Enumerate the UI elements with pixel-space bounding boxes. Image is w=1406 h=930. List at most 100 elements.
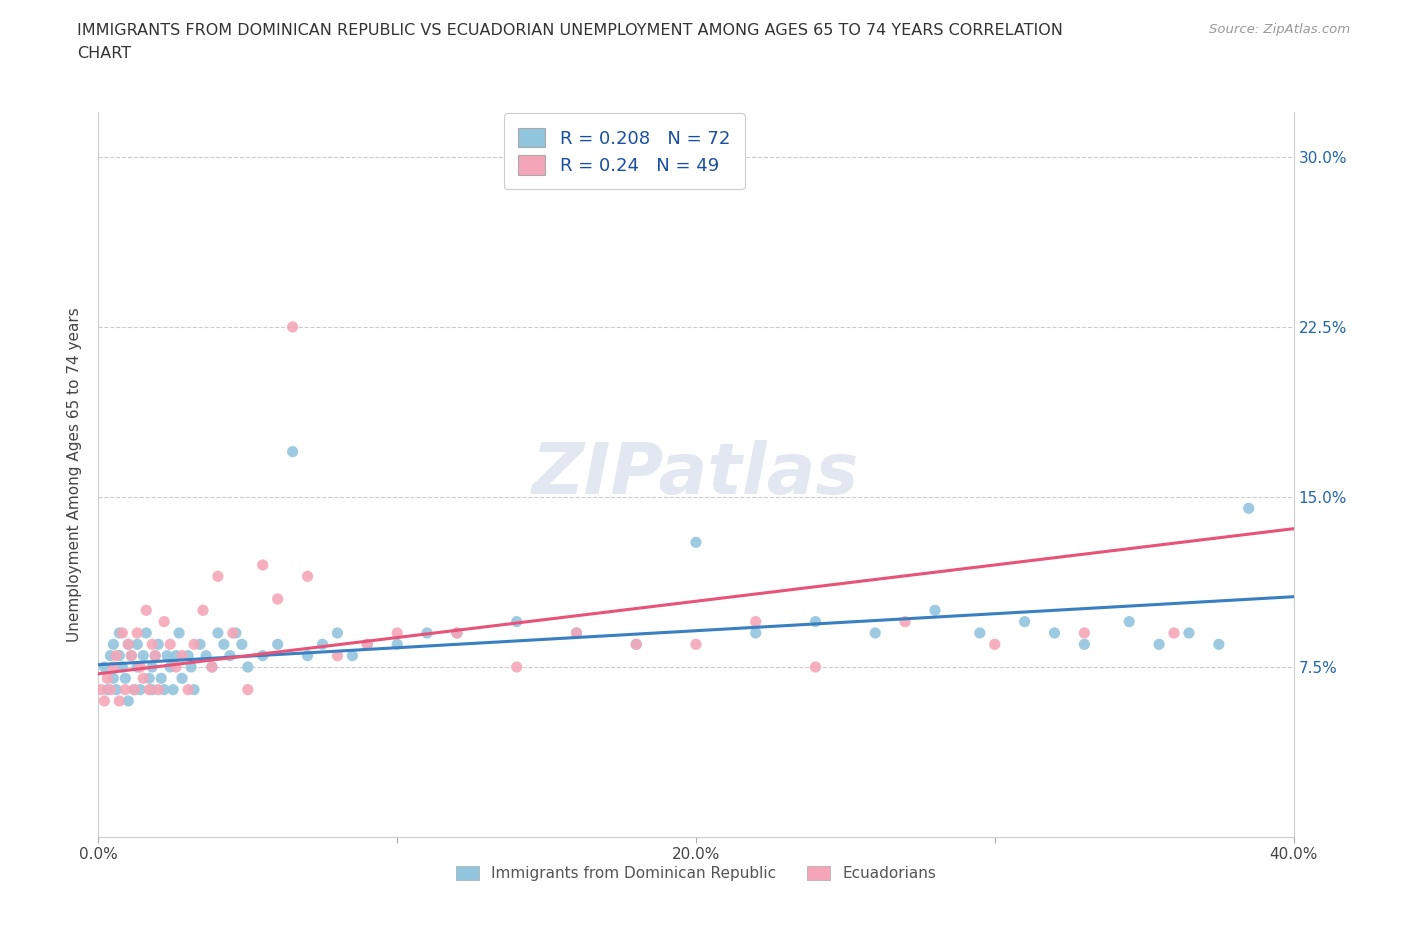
Point xyxy=(183,683,205,698)
Point xyxy=(159,659,181,674)
Point xyxy=(1147,637,1170,652)
Point xyxy=(98,648,122,663)
Point xyxy=(236,659,259,674)
Point xyxy=(1043,626,1066,641)
Y-axis label: Unemployment Among Ages 65 to 74 years: Unemployment Among Ages 65 to 74 years xyxy=(67,307,83,642)
Point xyxy=(141,637,163,652)
Point xyxy=(984,637,1007,652)
Point xyxy=(685,637,707,652)
Point xyxy=(153,614,176,629)
Point xyxy=(120,648,142,663)
Point xyxy=(114,671,136,685)
Point xyxy=(172,671,194,685)
Point xyxy=(281,445,304,459)
Point xyxy=(177,648,200,663)
Point xyxy=(103,671,125,685)
Point xyxy=(1178,626,1201,641)
Point xyxy=(127,659,149,674)
Point xyxy=(297,569,319,584)
Point xyxy=(117,637,139,652)
Point xyxy=(96,671,118,685)
Point xyxy=(745,614,768,629)
Point xyxy=(96,683,118,698)
Point xyxy=(108,694,131,709)
Point xyxy=(231,637,253,652)
Point xyxy=(120,648,142,663)
Point xyxy=(156,648,179,663)
Point xyxy=(356,637,378,652)
Point xyxy=(267,637,290,652)
Point xyxy=(252,558,274,573)
Point xyxy=(326,648,349,663)
Point xyxy=(138,683,160,698)
Point xyxy=(356,637,378,652)
Point xyxy=(565,626,588,641)
Point xyxy=(804,614,827,629)
Point xyxy=(127,637,149,652)
Point xyxy=(446,626,468,641)
Point xyxy=(105,648,128,663)
Point xyxy=(108,648,131,663)
Point xyxy=(117,637,139,652)
Point xyxy=(804,659,827,674)
Point xyxy=(167,626,190,641)
Point xyxy=(143,648,166,663)
Point xyxy=(153,683,176,698)
Point xyxy=(117,694,139,709)
Point xyxy=(129,659,152,674)
Point xyxy=(191,603,214,618)
Point xyxy=(195,648,218,663)
Point xyxy=(159,637,181,652)
Legend: Immigrants from Dominican Republic, Ecuadorians: Immigrants from Dominican Republic, Ecua… xyxy=(450,860,942,887)
Point xyxy=(267,591,290,606)
Point xyxy=(894,614,917,629)
Point xyxy=(124,683,146,698)
Point xyxy=(201,659,224,674)
Point xyxy=(342,648,364,663)
Point xyxy=(506,614,529,629)
Point xyxy=(172,648,194,663)
Point xyxy=(132,671,155,685)
Point xyxy=(745,626,768,641)
Point xyxy=(236,683,259,698)
Point xyxy=(207,569,229,584)
Point xyxy=(252,648,274,663)
Point xyxy=(297,648,319,663)
Point xyxy=(219,648,242,663)
Point xyxy=(148,637,170,652)
Text: Source: ZipAtlas.com: Source: ZipAtlas.com xyxy=(1209,23,1350,36)
Point xyxy=(180,659,202,674)
Point xyxy=(281,320,304,335)
Point xyxy=(222,626,245,641)
Point xyxy=(93,659,115,674)
Point xyxy=(177,683,200,698)
Point xyxy=(506,659,529,674)
Point xyxy=(1118,614,1140,629)
Point xyxy=(108,626,131,641)
Point xyxy=(124,683,146,698)
Point xyxy=(98,683,122,698)
Point xyxy=(207,626,229,641)
Point xyxy=(103,659,125,674)
Point xyxy=(1237,501,1260,516)
Point xyxy=(127,626,149,641)
Point xyxy=(188,637,211,652)
Point xyxy=(150,671,173,685)
Point xyxy=(311,637,333,652)
Point xyxy=(135,603,157,618)
Point xyxy=(385,626,409,641)
Point xyxy=(446,626,468,641)
Point xyxy=(924,603,946,618)
Point xyxy=(105,683,128,698)
Point xyxy=(138,671,160,685)
Text: ZIPatlas: ZIPatlas xyxy=(533,440,859,509)
Point xyxy=(135,626,157,641)
Point xyxy=(148,683,170,698)
Point xyxy=(93,694,115,709)
Point xyxy=(416,626,439,641)
Point xyxy=(162,683,184,698)
Point xyxy=(114,683,136,698)
Point xyxy=(111,659,134,674)
Point xyxy=(969,626,991,641)
Point xyxy=(1073,626,1095,641)
